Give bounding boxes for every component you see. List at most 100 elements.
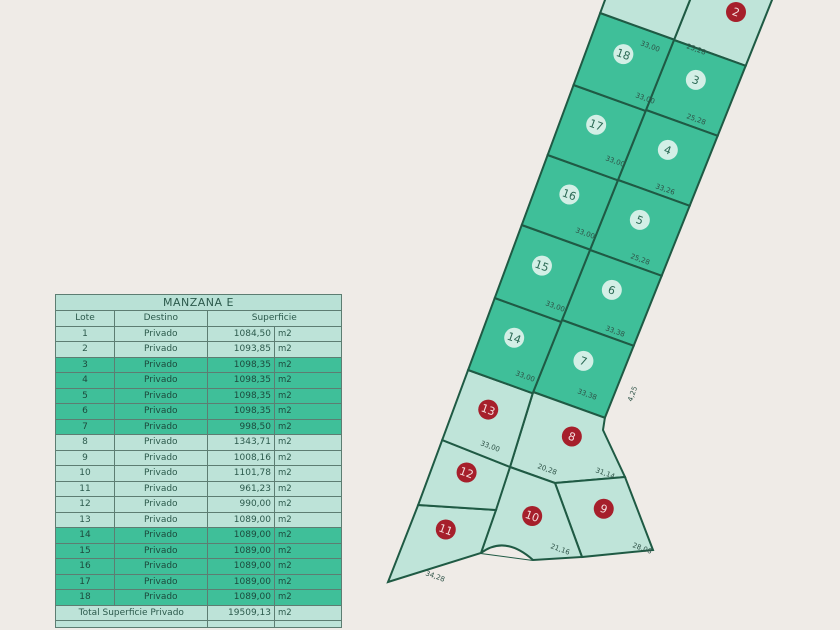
superficie-cell: 1093,85: [206, 341, 276, 358]
dimension-label: 34,28: [424, 569, 446, 583]
badge-circle: [561, 426, 582, 447]
unit-cell: m2: [274, 387, 342, 404]
lot-number-badge: 15: [531, 255, 552, 276]
destino-cell: Privado: [114, 356, 208, 373]
superficie-cell: 1343,71: [206, 434, 276, 451]
table-row: 17 Privado 1089,00 m2: [54, 573, 342, 590]
destino-cell: Privado: [114, 434, 208, 451]
badge-circle: [726, 2, 746, 22]
table-row: 5 Privado 1098,35 m2: [54, 387, 342, 404]
lot-number-badge: 4: [657, 139, 678, 160]
table-row: 11 Privado 961,23 m2: [54, 480, 342, 497]
table-row-cut: [55, 620, 342, 628]
lot-number: 13: [479, 402, 497, 419]
badge-circle: [629, 209, 650, 230]
badge-circle: [478, 399, 499, 420]
lot-number: 6: [606, 283, 617, 298]
destino-cell: Privado: [114, 325, 208, 342]
badge-circle: [593, 498, 614, 519]
unit-cell: m2: [274, 434, 342, 451]
destino-cell: Privado: [114, 387, 208, 404]
badge-circle: [504, 327, 525, 348]
superficie-cell: 1089,00: [206, 511, 276, 528]
superficie-cell: 961,23: [206, 480, 276, 497]
total-value: 19509,13: [206, 604, 276, 621]
lote-cell: 4: [54, 372, 116, 389]
lot-number-badge: 5: [629, 209, 650, 230]
lot-number: 15: [533, 258, 551, 275]
lot-number-badge: 14: [504, 327, 525, 348]
superficie-cell: 1098,35: [206, 356, 276, 373]
lote-cell: 12: [54, 496, 116, 513]
lot-number: 11: [437, 521, 455, 538]
superficie-cell: 1098,35: [206, 372, 276, 389]
badge-circle: [685, 69, 706, 90]
lot-parcel-1[interactable]: [598, 0, 694, 41]
badge-circle: [586, 114, 607, 135]
lot-number-badge: 9: [593, 498, 614, 519]
unit-cell: m2: [274, 527, 342, 544]
badge-circle: [559, 184, 580, 205]
lot-number: 8: [566, 430, 577, 445]
lot-summary-table: MANZANA E Lote Destino Superficie 1 Priva…: [54, 294, 343, 628]
table-row: 4 Privado 1098,35 m2: [54, 372, 342, 389]
unit-cell: m2: [274, 496, 342, 513]
dimension-label: 4,25: [626, 385, 639, 402]
superficie-cell: 1089,00: [206, 558, 276, 575]
lote-cell: 9: [54, 449, 116, 466]
lote-cell: 2: [54, 341, 116, 358]
lot-number-badge: 6: [601, 279, 622, 300]
superficie-cell: 1101,78: [206, 465, 276, 482]
lot-number: 10: [523, 508, 541, 525]
lot-number: 5: [634, 213, 645, 228]
lot-number-badge: 16: [559, 184, 580, 205]
destino-cell: Privado: [114, 465, 208, 482]
lot-number-badge: 7: [573, 350, 594, 371]
table-row: 7 Privado 998,50 m2: [54, 418, 342, 435]
superficie-cell: 1089,00: [206, 527, 276, 544]
lot-number: 9: [598, 502, 609, 517]
destino-cell: Privado: [114, 372, 208, 389]
lot-number: 17: [587, 117, 605, 134]
destino-cell: Privado: [114, 542, 208, 559]
lot-number: 18: [614, 46, 632, 63]
lot-number: 4: [662, 143, 673, 158]
lot-number-badge: 13: [478, 399, 499, 420]
destino-cell: Privado: [114, 418, 208, 435]
unit-cell: m2: [274, 356, 342, 373]
superficie-cell: 1098,35: [206, 387, 276, 404]
table-row: 1 Privado 1084,50 m2: [54, 325, 342, 342]
header-superficie: Superficie: [206, 310, 343, 327]
header-destino: Destino: [114, 310, 208, 327]
superficie-cell: 1089,00: [206, 589, 276, 606]
superficie-cell: 1089,00: [206, 573, 276, 590]
lot-parcel-11[interactable]: [386, 503, 498, 584]
unit-cell: m2: [274, 542, 342, 559]
header-lote: Lote: [54, 310, 116, 327]
destino-cell: Privado: [114, 480, 208, 497]
table-row: 14 Privado 1089,00 m2: [54, 527, 342, 544]
unit-cell: m2: [274, 372, 342, 389]
lot-11[interactable]: [386, 503, 498, 584]
lot-number-badge: 3: [685, 69, 706, 90]
lot-number-badge: 11: [435, 519, 456, 540]
unit-cell: m2: [274, 511, 342, 528]
badge-circle: [531, 255, 552, 276]
unit-cell: m2: [274, 558, 342, 575]
unit-cell: m2: [274, 573, 342, 590]
table-row: 2 Privado 1093,85 m2: [54, 341, 342, 358]
lote-cell: 14: [54, 527, 116, 544]
lot-number: 16: [560, 186, 578, 203]
lot-number-badge: 18: [613, 44, 634, 65]
unit-cell: m2: [274, 604, 342, 621]
table-title: MANZANA E: [55, 294, 342, 311]
lote-cell: 13: [54, 511, 116, 528]
badge-circle: [435, 519, 456, 540]
superficie-cell: 1008,16: [206, 449, 276, 466]
destino-cell: Privado: [114, 341, 208, 358]
lot-1[interactable]: [598, 0, 694, 41]
lot-number: 2: [730, 5, 741, 20]
lote-cell: 7: [54, 418, 116, 435]
destino-cell: Privado: [114, 527, 208, 544]
lote-cell: 5: [54, 387, 116, 404]
